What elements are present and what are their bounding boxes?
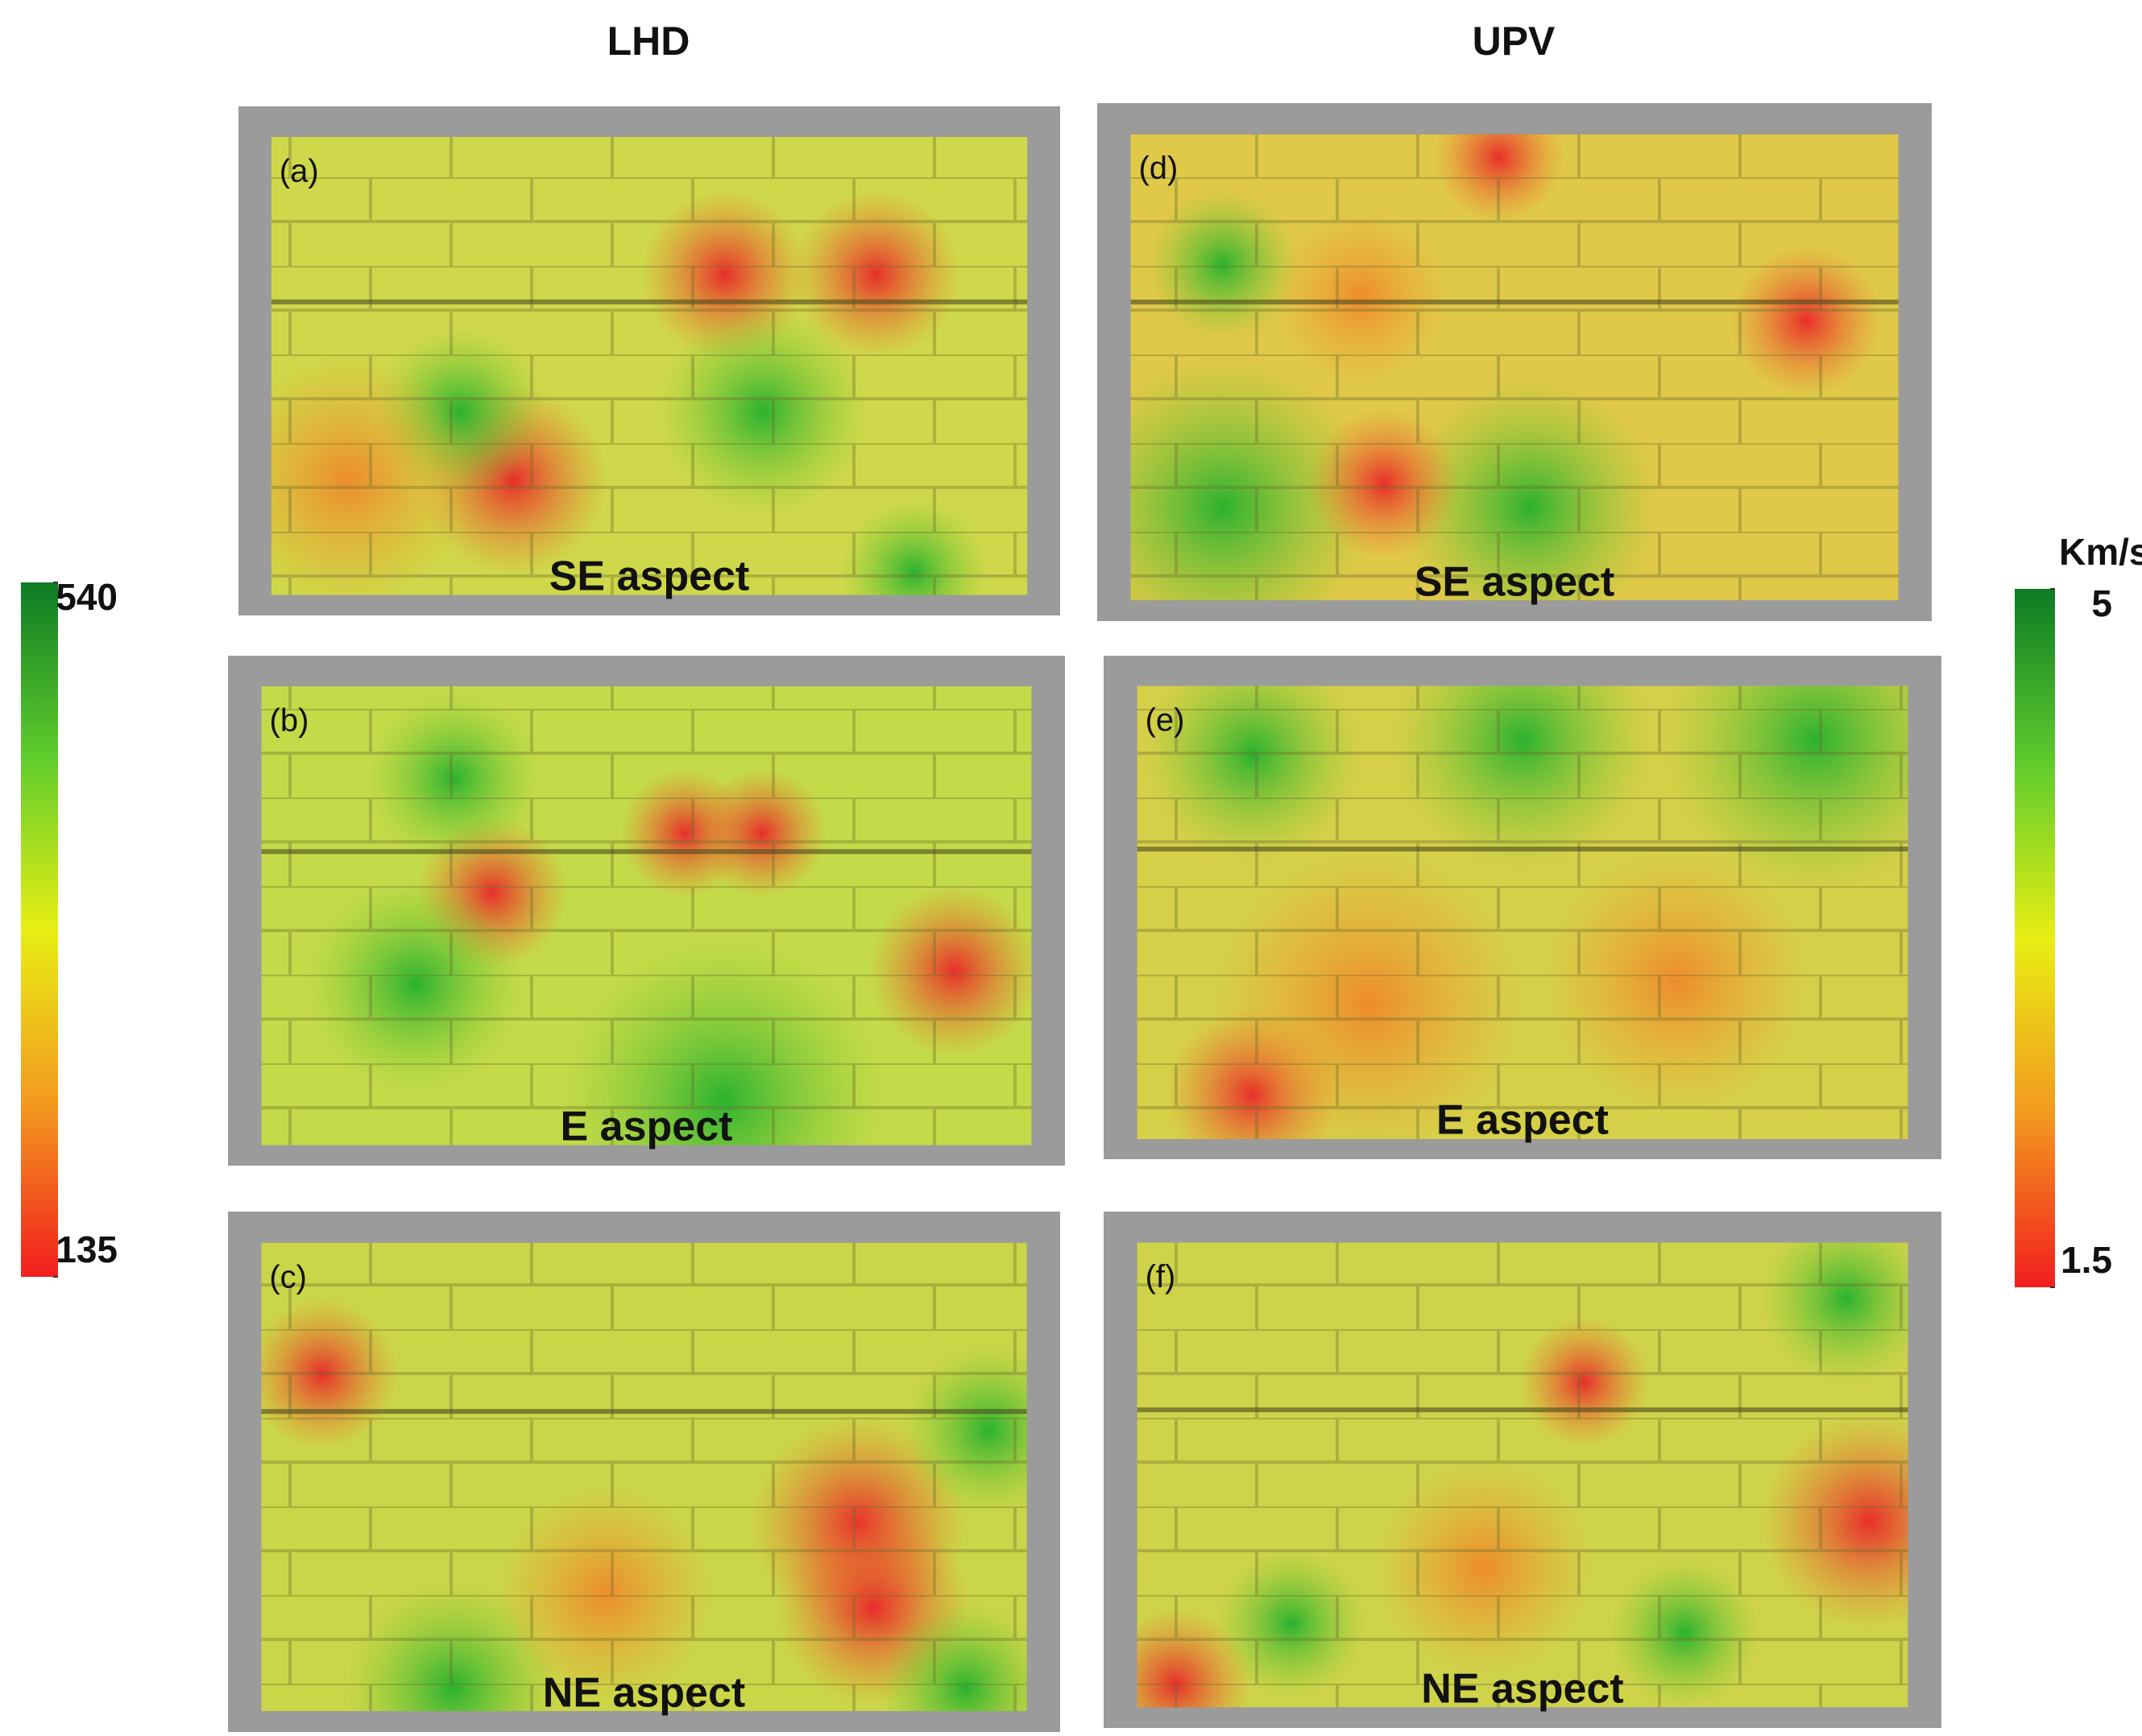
heatmap [271,136,1028,595]
panel-label: (d) [1138,151,1178,186]
aspect-label: E aspect [561,1104,733,1150]
brick-texture [271,136,1028,595]
brick-texture [261,686,1032,1146]
panel: (c) NE aspect [228,1212,1060,1732]
brick-texture [1130,134,1899,601]
brick-texture [1137,1242,1908,1708]
column-title: UPV [1473,19,1556,64]
panel: (b) E aspect [228,656,1065,1166]
panel: (d) SE aspect [1097,103,1932,621]
colorbar-tick-label: 540 [56,576,118,618]
colorbar-left [21,582,58,1277]
aspect-label: SE aspect [549,553,750,600]
colorbar-unit: Km/s [2059,531,2142,573]
panel-label: (c) [269,1259,307,1295]
aspect-label: E aspect [1436,1097,1609,1144]
heatmap [1137,686,1908,1139]
colorbar-tick-label: 5 [2091,582,2112,624]
panel: (e) E aspect [1104,656,1941,1159]
heatmap [1130,134,1899,601]
heatmap [1137,1242,1908,1708]
colorbar-tick-label: 135 [56,1228,118,1270]
brick-texture [1137,686,1908,1139]
column-title: LHD [607,19,690,64]
heatmap [261,1242,1027,1712]
panel: (a) SE aspect [238,106,1060,615]
panel-label: (f) [1146,1259,1176,1295]
brick-texture [261,1242,1027,1712]
colorbar-right [2015,589,2055,1287]
colorbar-tick-label: 1.5 [2061,1239,2112,1281]
aspect-label: SE aspect [1415,559,1615,606]
panel-label: (b) [270,703,309,739]
heatmap [261,686,1032,1146]
aspect-label: NE aspect [1421,1666,1623,1713]
panel: (f) NE aspect [1104,1212,1941,1728]
panel-label: (a) [280,153,319,189]
aspect-label: NE aspect [543,1670,745,1717]
panel-label: (e) [1146,702,1185,738]
